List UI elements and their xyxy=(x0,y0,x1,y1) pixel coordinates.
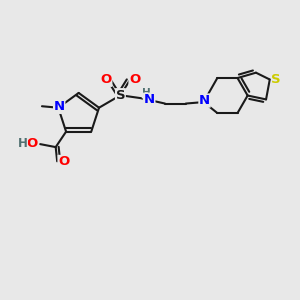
Text: H: H xyxy=(17,137,27,150)
Text: O: O xyxy=(100,73,112,86)
Text: H: H xyxy=(142,88,151,98)
Text: N: N xyxy=(199,94,210,107)
Text: O: O xyxy=(129,73,140,86)
Text: O: O xyxy=(26,137,38,150)
Text: O: O xyxy=(58,155,69,169)
Text: S: S xyxy=(116,89,125,102)
Text: S: S xyxy=(272,73,281,86)
Text: N: N xyxy=(54,100,65,113)
Text: N: N xyxy=(144,93,155,106)
